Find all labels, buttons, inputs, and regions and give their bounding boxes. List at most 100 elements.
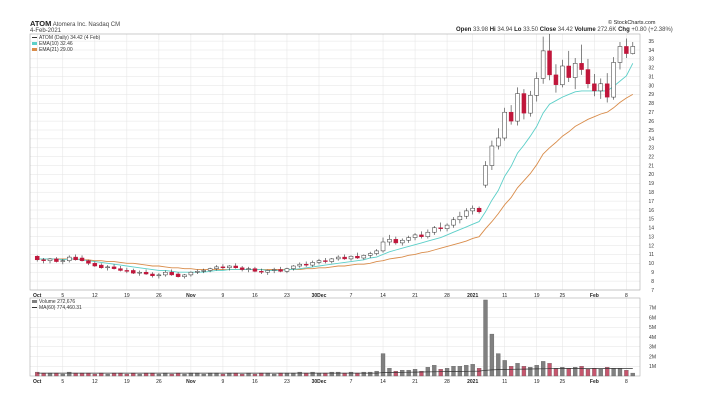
volume-legend: Volume 272,676 MA(60) 774,460.31 — [32, 299, 82, 311]
volume-bar — [444, 368, 450, 377]
volume-bar — [284, 372, 290, 377]
candle-body — [630, 46, 636, 54]
candle-body — [297, 263, 303, 267]
price-legend: ATOM (Daily) 34.42 (4 Feb) EMA(10) 32.46… — [32, 35, 100, 53]
volume-bar — [297, 371, 302, 377]
x-tick-label: 26 — [156, 379, 162, 385]
x-tick-label: 25 — [560, 379, 566, 385]
volume-bar — [47, 372, 53, 377]
legend-volume-swatch — [32, 300, 37, 304]
volume-bar — [233, 372, 238, 377]
candle — [284, 267, 290, 274]
candle — [79, 255, 85, 262]
candle — [246, 266, 251, 273]
legend-ema10-swatch — [32, 42, 37, 46]
exchange: Nasdaq CM — [88, 22, 121, 28]
candle-body — [470, 207, 475, 212]
legend-ema21: EMA(21) 29.00 — [32, 47, 100, 53]
candle-body — [227, 265, 232, 269]
candle — [521, 89, 527, 120]
price-tick-label: 9 — [651, 270, 654, 276]
candle-body — [496, 137, 501, 147]
price-tick-label: 21 — [648, 163, 654, 169]
candle-body — [124, 270, 130, 272]
candle-body — [476, 207, 482, 213]
candle-body — [566, 65, 571, 78]
candle-body — [169, 271, 174, 276]
volume-tick-label: 4M — [649, 335, 656, 341]
candle — [233, 263, 238, 269]
candle — [496, 128, 501, 150]
volume-bar — [252, 373, 258, 377]
candle-body — [425, 231, 431, 237]
candle — [252, 266, 258, 273]
volume-bar — [630, 372, 635, 377]
volume-bar — [259, 372, 264, 377]
candle — [239, 266, 245, 272]
candle — [425, 229, 431, 239]
candle-body — [624, 46, 629, 54]
candle — [579, 44, 584, 75]
x-tick-label: 19 — [534, 293, 540, 299]
candle — [489, 140, 495, 170]
candle — [316, 258, 322, 265]
volume-bar — [54, 372, 59, 377]
volume-bar — [547, 363, 552, 377]
candle — [291, 265, 296, 271]
price-tick-label: 14 — [648, 226, 654, 232]
price-tick-label: 7 — [651, 288, 654, 294]
candle — [470, 205, 475, 215]
x-tick-label: 7 — [350, 293, 353, 299]
volume-bar — [419, 370, 424, 377]
x-tick-label: 9 — [222, 293, 225, 299]
candle-body — [464, 210, 469, 217]
price-tick-label: 23 — [648, 146, 654, 152]
volume-bar — [124, 373, 129, 377]
candle — [265, 269, 270, 275]
candle-body — [572, 63, 578, 78]
volume-bar — [291, 372, 296, 377]
price-x-labels: Oct 5 12 19 26 Nov 9 16 23 30Dec 7 14 21 28 2021 11 19 25… — [33, 293, 628, 299]
candle — [335, 255, 341, 261]
candle-body — [412, 234, 418, 238]
price-tick-label: 17 — [648, 199, 654, 205]
x-tick-label: 14 — [380, 293, 386, 299]
volume-bar — [111, 372, 117, 377]
candle — [585, 58, 591, 89]
volume-bar — [118, 372, 123, 377]
volume-bar — [86, 372, 91, 377]
candle — [508, 105, 514, 125]
candle — [278, 266, 283, 273]
candle-body — [451, 219, 456, 226]
candle-body — [611, 62, 616, 98]
company-name: Atomera Inc. — [52, 22, 87, 28]
volume-bar — [553, 368, 559, 377]
price-axis-ticks: 7 8 9 10 11 12 13 14 15 16 17 18 19 20 21 22 23 24 25 26 27 2… — [648, 39, 654, 294]
candle-body — [483, 165, 488, 186]
price-tick-label: 27 — [648, 110, 654, 116]
candle-body — [137, 271, 142, 274]
candle-body — [156, 274, 162, 277]
candle-body — [361, 255, 367, 259]
candle — [169, 269, 174, 276]
volume-bar — [432, 365, 437, 377]
chg-value: +0.80 (+2.38%) — [631, 27, 673, 33]
x-tick-label: 12 — [92, 379, 98, 385]
volume-bar — [79, 372, 85, 377]
x-tick-label: 30Dec — [312, 379, 327, 385]
volume-bar — [304, 372, 309, 377]
candle — [54, 257, 59, 263]
x-tick-label: 16 — [252, 293, 258, 299]
candle-body — [316, 260, 322, 263]
x-tick-label: 19 — [124, 293, 130, 299]
candle-body — [367, 253, 373, 256]
price-tick-label: 20 — [648, 172, 654, 178]
legend-price-text: ATOM (Daily) 34.42 (4 Feb) — [39, 35, 101, 41]
volume-bar — [156, 373, 162, 377]
candle — [592, 74, 597, 97]
candle — [163, 270, 168, 277]
candle — [118, 266, 123, 272]
volume-bar — [207, 372, 213, 377]
candle — [604, 73, 610, 103]
candle-body — [265, 270, 270, 273]
